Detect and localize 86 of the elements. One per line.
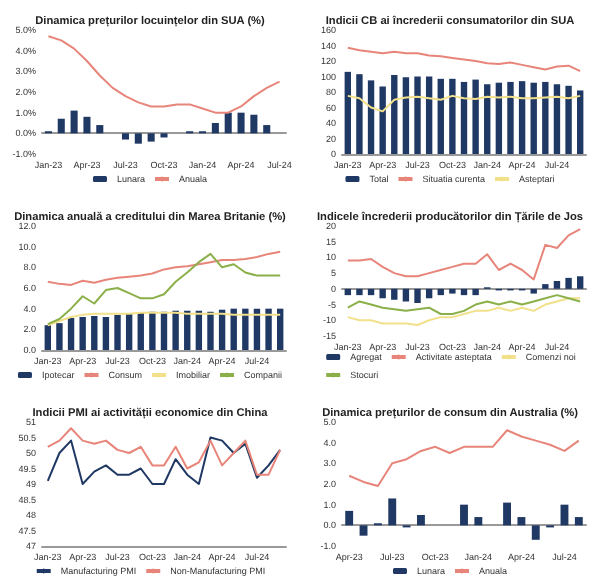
- bar: [172, 310, 179, 350]
- bar: [518, 81, 526, 154]
- bar: [414, 288, 421, 303]
- bar: [237, 112, 245, 134]
- bar: [531, 525, 540, 540]
- bar: [577, 90, 584, 154]
- bar: [57, 118, 65, 134]
- bar: [460, 81, 468, 154]
- bar: [277, 308, 284, 350]
- bar: [345, 510, 354, 526]
- bar: [250, 114, 258, 134]
- bar: [495, 82, 503, 154]
- bar: [137, 312, 144, 350]
- bar: [211, 123, 219, 134]
- bar: [344, 288, 351, 296]
- line-series: [346, 297, 582, 326]
- line-series: [46, 311, 282, 327]
- bar: [79, 316, 86, 350]
- bar: [344, 71, 351, 154]
- bar: [367, 288, 375, 296]
- line-series: [346, 94, 582, 113]
- line-series: [46, 427, 282, 476]
- bar: [121, 133, 130, 140]
- bar: [416, 515, 425, 526]
- bar: [83, 116, 91, 134]
- line-series: [346, 46, 582, 73]
- bar: [265, 308, 272, 350]
- bar: [379, 86, 386, 154]
- bar: [414, 76, 421, 154]
- bar: [530, 288, 537, 294]
- bar: [149, 311, 156, 350]
- bar: [224, 112, 232, 134]
- bar: [56, 323, 63, 350]
- bar: [367, 80, 375, 154]
- bar: [125, 313, 133, 350]
- bar: [402, 77, 410, 154]
- bar: [577, 276, 584, 289]
- line-series: [46, 250, 282, 286]
- bar: [379, 288, 386, 299]
- line-series: [348, 429, 580, 488]
- bar: [425, 76, 433, 154]
- bar: [553, 84, 561, 154]
- bar: [147, 133, 155, 142]
- line-series: [346, 294, 582, 315]
- bar: [517, 517, 526, 526]
- bar: [503, 502, 512, 526]
- bar: [437, 288, 444, 296]
- bar: [70, 110, 78, 134]
- bar: [114, 314, 121, 350]
- bar: [359, 525, 368, 536]
- bar: [96, 125, 104, 134]
- bar: [242, 308, 249, 350]
- bar: [391, 288, 398, 300]
- bar: [565, 277, 572, 289]
- bar: [472, 79, 479, 154]
- bar: [67, 317, 75, 350]
- line-series: [47, 35, 281, 114]
- line-series: [346, 228, 582, 281]
- bar: [402, 288, 410, 302]
- bar: [472, 288, 479, 296]
- bar: [553, 281, 561, 289]
- bar: [474, 517, 483, 526]
- line-series: [46, 252, 282, 326]
- bar: [263, 125, 271, 134]
- bar: [388, 498, 397, 526]
- bar: [484, 84, 491, 154]
- bar: [134, 133, 142, 144]
- bar: [102, 316, 110, 350]
- bar: [437, 78, 444, 154]
- bar: [542, 81, 549, 154]
- bar: [460, 288, 468, 296]
- bar: [356, 74, 363, 154]
- bar: [449, 288, 456, 294]
- bar: [207, 311, 214, 350]
- bar: [460, 504, 468, 526]
- bar: [391, 74, 398, 154]
- bar: [507, 81, 514, 154]
- bar: [91, 315, 98, 350]
- bar: [530, 82, 537, 154]
- bar: [44, 325, 51, 350]
- bar: [356, 288, 363, 296]
- bar: [425, 288, 433, 299]
- line-series: [46, 436, 282, 485]
- bar: [449, 78, 456, 154]
- bar: [574, 517, 583, 526]
- bar: [565, 85, 572, 154]
